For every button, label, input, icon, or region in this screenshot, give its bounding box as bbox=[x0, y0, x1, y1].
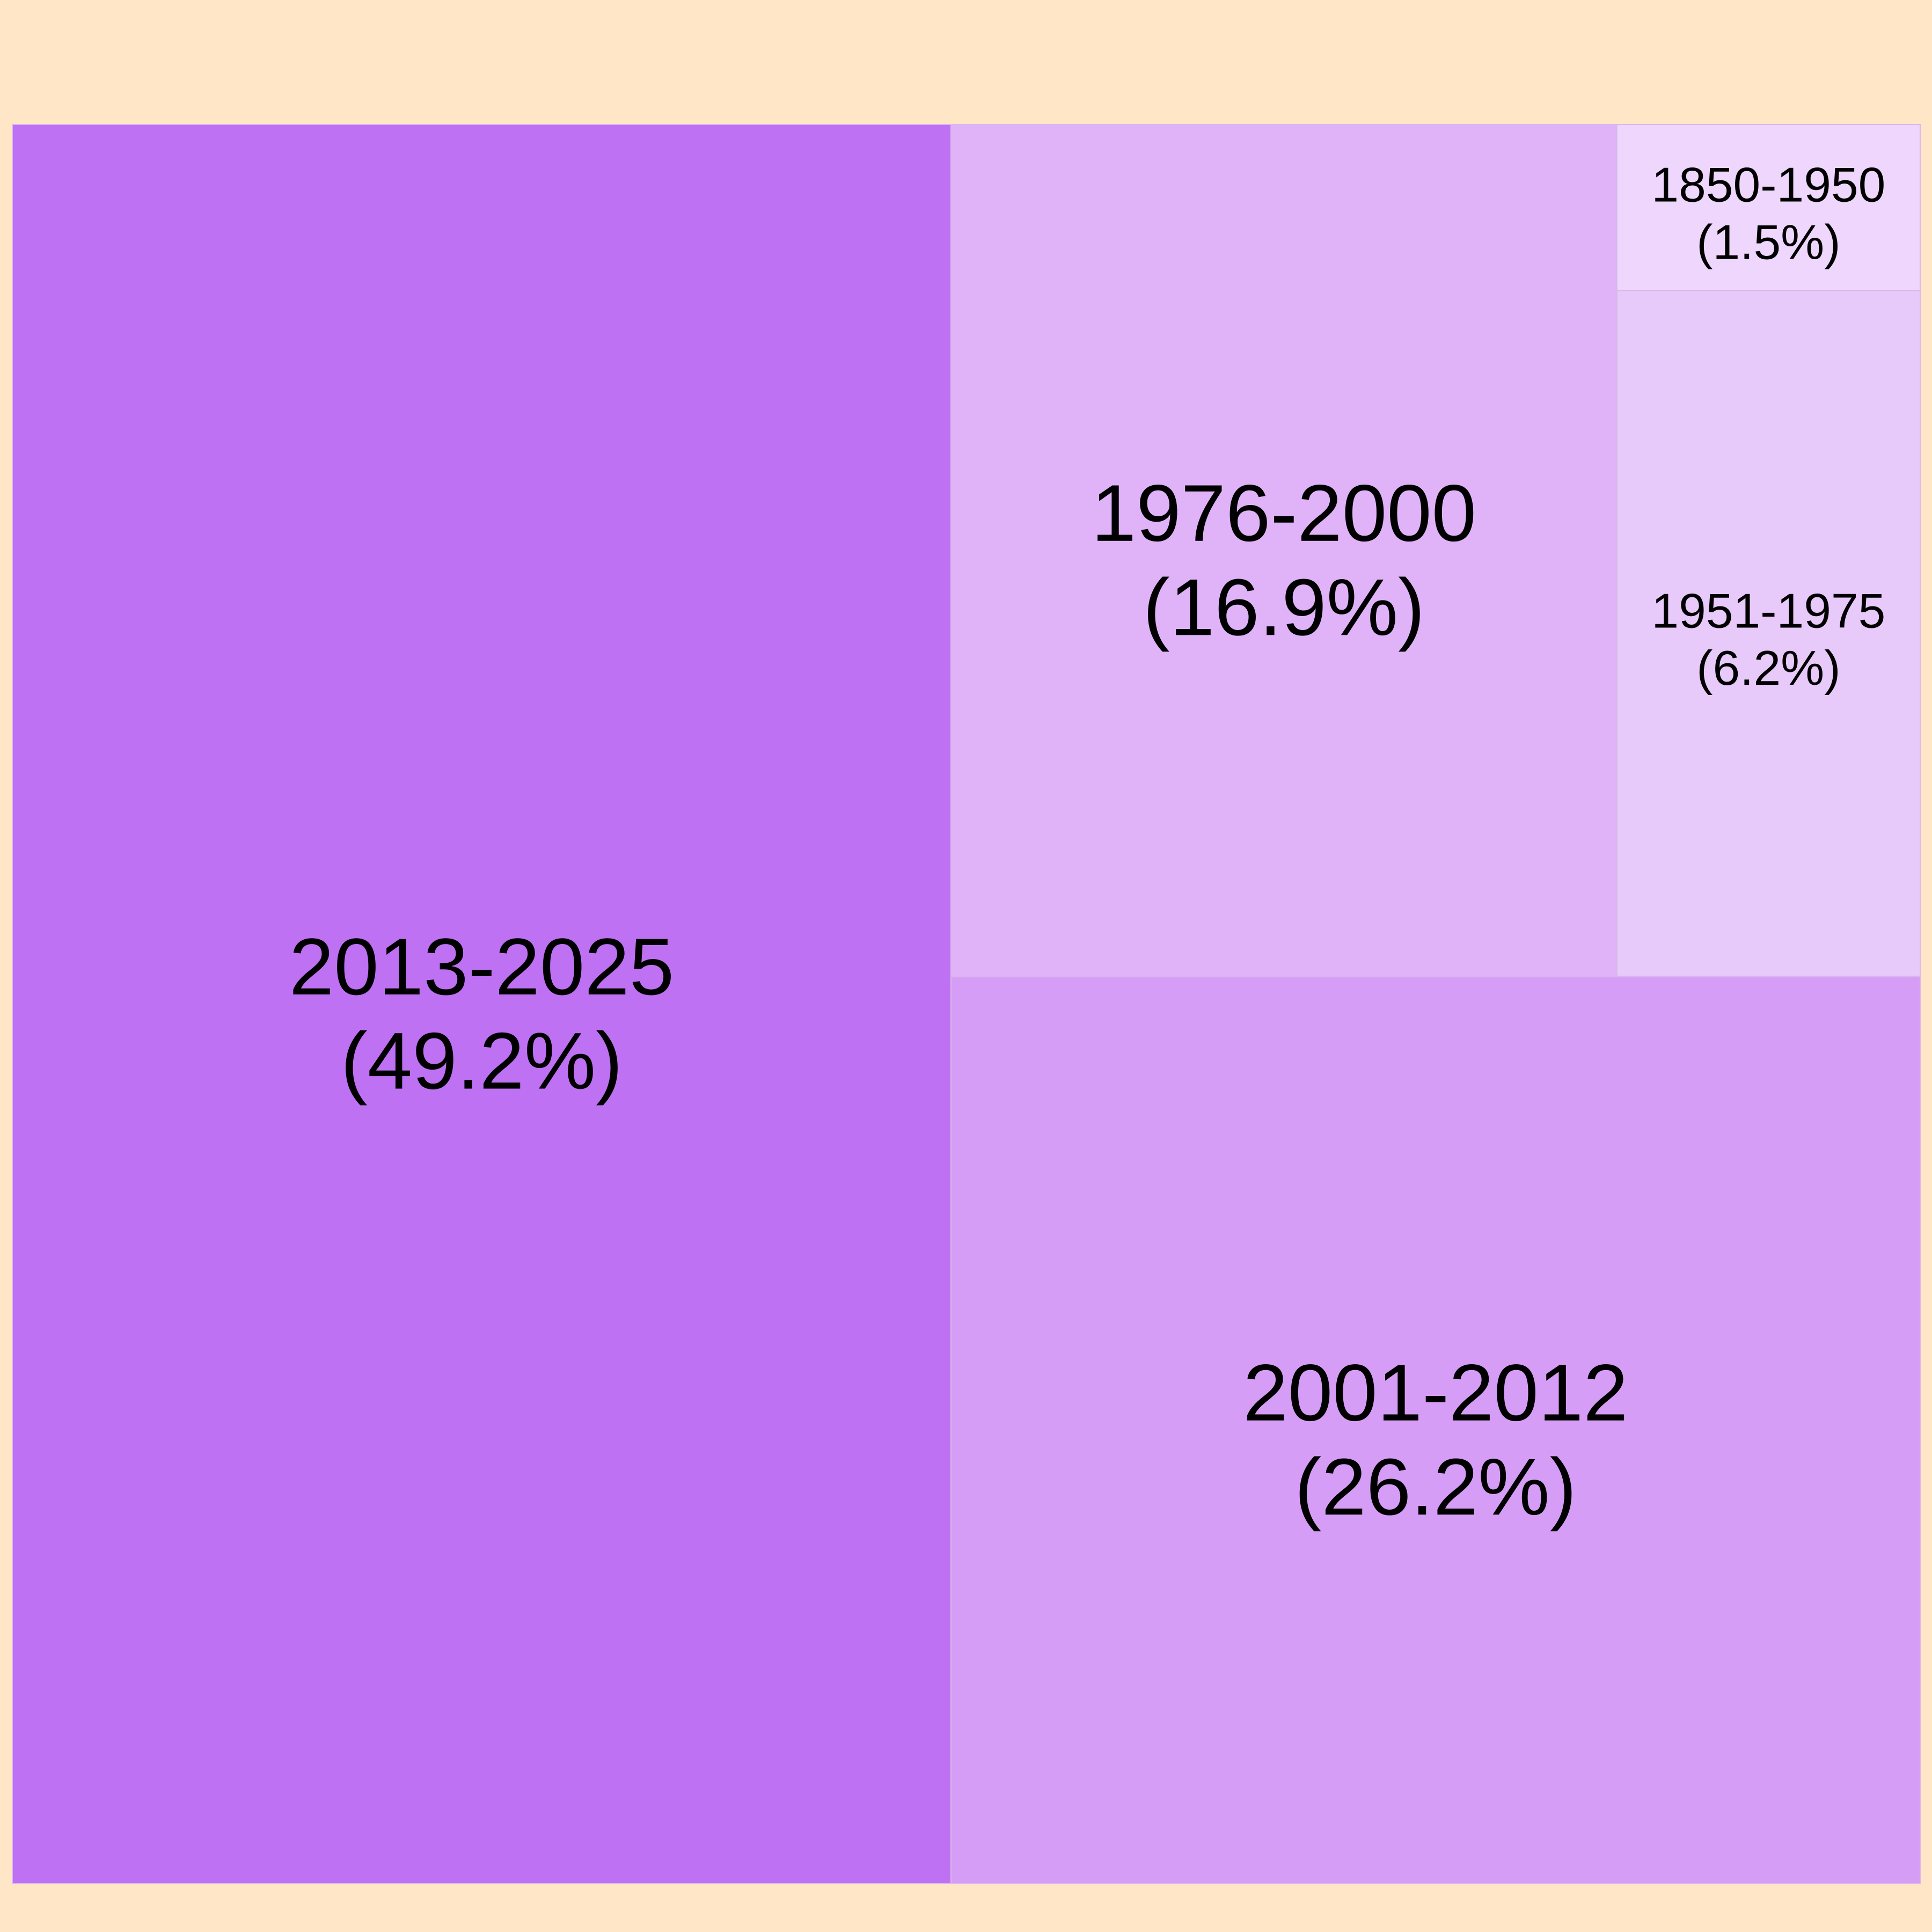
tile-label-1951-1975: 1951-1975 bbox=[1651, 583, 1885, 638]
tile-value-2013-2025: (49.2%) bbox=[341, 1016, 623, 1106]
tile-value-1976-2000: (16.9%) bbox=[1143, 562, 1425, 652]
tile-value-1850-1950: (1.5%) bbox=[1696, 215, 1840, 269]
tile-1976-2000 bbox=[950, 124, 1618, 977]
tile-label-1850-1950: 1850-1950 bbox=[1651, 158, 1885, 213]
tile-value-2001-2012: (26.2%) bbox=[1294, 1441, 1576, 1532]
tile-value-1951-1975: (6.2%) bbox=[1696, 641, 1840, 696]
tile-2013-2025 bbox=[12, 124, 952, 1884]
tile-2001-2012 bbox=[950, 976, 1921, 1884]
tile-1850-1950 bbox=[1616, 124, 1921, 291]
treemap-tiles: 2013-2025(49.2%) 2001-2012(26.2%) 1976-200… bbox=[12, 124, 1921, 1884]
tile-label-2001-2012: 2001-2012 bbox=[1243, 1348, 1628, 1438]
tile-1951-1975 bbox=[1616, 290, 1921, 977]
tile-label-1976-2000: 1976-2000 bbox=[1092, 468, 1476, 558]
tile-label-2013-2025: 2013-2025 bbox=[289, 921, 674, 1012]
